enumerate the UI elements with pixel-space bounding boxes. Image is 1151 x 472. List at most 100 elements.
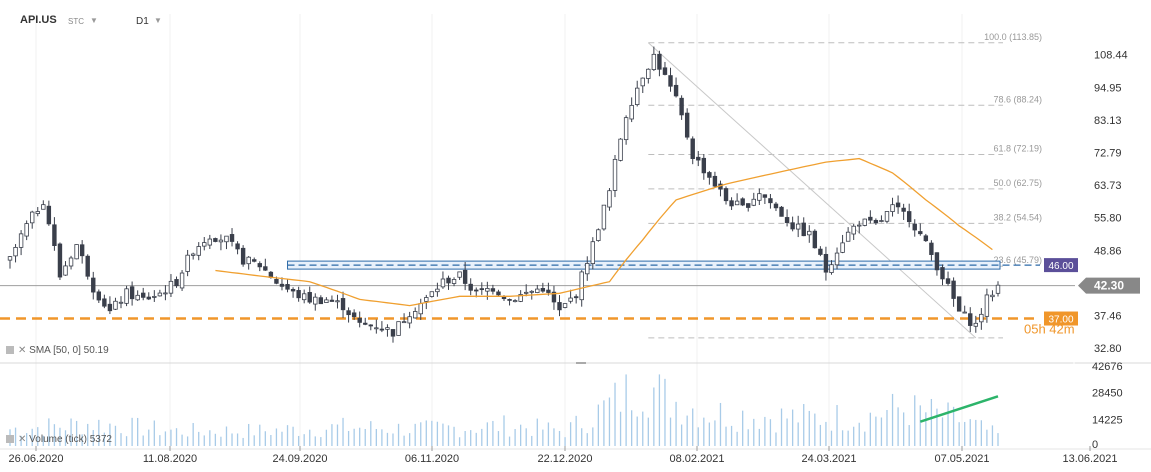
date-tick: 07.05.2021 [934, 453, 989, 465]
interval-dropdown-icon[interactable]: ▼ [154, 16, 162, 25]
candle-body [363, 322, 368, 325]
candle-body [934, 252, 940, 271]
candle-body [91, 277, 96, 293]
sma-legend: ✕ SMA [50, 0] 50.19 [6, 345, 109, 356]
settings-icon[interactable] [6, 435, 14, 444]
price-tick: 32.80 [1094, 343, 1122, 355]
candle-body [18, 233, 24, 248]
candle-body [684, 112, 690, 138]
candle-body [773, 203, 779, 209]
candle-body [657, 53, 662, 70]
resistance-badge [1044, 258, 1078, 273]
candle-body [862, 218, 867, 226]
candle-body [335, 300, 340, 303]
candle-body [679, 97, 684, 116]
candle-body [63, 265, 68, 276]
symbol-dropdown-icon[interactable]: ▼ [90, 16, 98, 25]
volume-value: 5372 [89, 434, 112, 445]
candle-body [901, 207, 906, 212]
candle-body [618, 138, 623, 161]
candle-body [795, 223, 801, 230]
candle-body [640, 77, 645, 87]
candle-body [879, 220, 884, 222]
close-icon[interactable]: ✕ [18, 434, 27, 445]
volume-label: Volume (tick) [29, 434, 87, 445]
candle-body [962, 311, 967, 314]
current-price-label: 42.30 [1094, 279, 1124, 293]
candle-body [301, 293, 307, 301]
candle-body [757, 193, 762, 201]
settings-icon[interactable] [6, 346, 14, 355]
fib-level-label: 23.6 (45.79) [993, 255, 1042, 265]
candle-body [895, 202, 901, 208]
candle-body [263, 266, 268, 271]
candle-body [374, 327, 379, 330]
candle-body [562, 303, 568, 308]
countdown-timer: 05h 42m [1024, 322, 1075, 337]
date-tick: 22.12.2020 [537, 453, 592, 465]
candle-body [68, 257, 74, 267]
fib-level-label: 50.0 (62.75) [993, 178, 1042, 188]
candle-body [746, 203, 751, 208]
volume-bars [9, 374, 999, 446]
price-tick: 55.80 [1094, 213, 1122, 225]
candle-body [723, 188, 729, 202]
candle-body [35, 211, 40, 214]
price-tick: 63.73 [1094, 180, 1122, 192]
support-label: 37.00 [1048, 315, 1073, 326]
candle-body [607, 190, 612, 208]
candle-body [141, 292, 146, 298]
candle-body [540, 288, 546, 292]
candle-body [884, 211, 890, 222]
candle-body [229, 234, 235, 242]
date-tick: 08.02.2021 [669, 453, 724, 465]
candle-body [85, 255, 90, 277]
candle-body [573, 296, 579, 299]
candle-body [834, 252, 840, 266]
current-price-badge [1078, 277, 1140, 294]
candle-body [474, 289, 479, 292]
candle-body [507, 299, 512, 301]
candle-body [207, 238, 213, 246]
pane-resize-handle [576, 362, 586, 364]
candle-body [401, 321, 407, 324]
candle-body [457, 271, 462, 278]
candle-body [146, 296, 151, 300]
symbol-name[interactable]: API.US [20, 14, 57, 26]
candle-body [218, 239, 224, 243]
candle-body [740, 198, 745, 206]
volume-tick: 28450 [1092, 388, 1123, 400]
candle-body [629, 104, 634, 120]
candle-body [551, 291, 557, 303]
candle-body [912, 223, 917, 231]
candle-body [535, 288, 540, 293]
interval-selector[interactable]: D1 [136, 16, 149, 27]
candle-body [7, 256, 13, 261]
candle-body [351, 312, 357, 318]
candle-body [635, 87, 640, 106]
candle-body [468, 283, 473, 291]
candle-body [124, 288, 129, 304]
candle-body [524, 291, 529, 294]
sma50-line [215, 157, 993, 307]
candle-body [612, 158, 618, 191]
candle-body [318, 297, 324, 305]
candle-body [546, 289, 551, 293]
fib-level-label: 38.2 (54.54) [993, 212, 1042, 222]
candle-body [968, 313, 973, 326]
candle-body [74, 244, 79, 260]
candle-body [307, 292, 312, 303]
candle-body [585, 263, 590, 275]
candle-body [46, 205, 52, 225]
close-icon[interactable]: ✕ [18, 345, 27, 356]
fib-level-label: 61.8 (72.19) [993, 144, 1042, 154]
candle-body [407, 316, 412, 324]
candle-body [440, 278, 446, 288]
candle-body [890, 204, 895, 212]
candle-body [762, 194, 768, 198]
candle-body [807, 230, 812, 236]
candle-body [696, 156, 701, 161]
candle-body [418, 303, 423, 315]
